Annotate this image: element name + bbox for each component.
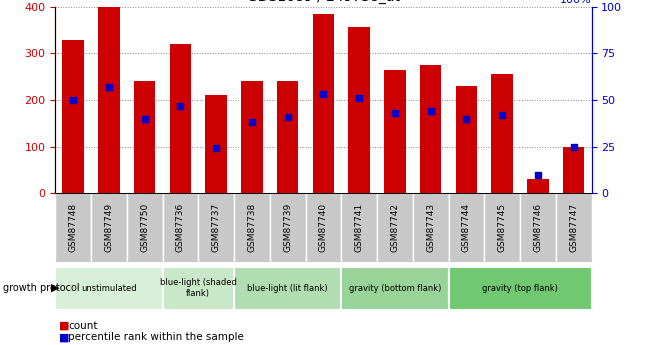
Text: unstimulated: unstimulated (81, 284, 136, 293)
Bar (306, 193, 341, 262)
Text: 100%: 100% (560, 0, 592, 5)
Point (211, 146, 221, 151)
Bar (348, 27, 370, 193)
Text: gravity (bottom flank): gravity (bottom flank) (348, 284, 441, 293)
Text: count: count (68, 321, 98, 331)
Text: GSM87746: GSM87746 (534, 203, 542, 252)
Bar (556, 193, 592, 262)
Point (533, 172, 543, 177)
Bar (384, 70, 406, 193)
Bar (377, 193, 413, 262)
Bar (520, 193, 556, 262)
Bar (55, 193, 91, 262)
Text: GSM87737: GSM87737 (212, 203, 220, 252)
Point (247, 120, 257, 125)
Bar (270, 193, 306, 262)
Text: GSM87740: GSM87740 (319, 203, 328, 252)
Bar (55, 267, 162, 309)
Text: blue-light (shaded
flank): blue-light (shaded flank) (160, 278, 237, 298)
Text: ■: ■ (58, 333, 69, 342)
Text: GSM87739: GSM87739 (283, 203, 292, 252)
Bar (162, 193, 198, 262)
Point (139, 116, 150, 121)
Bar (234, 267, 341, 309)
Text: GSM87748: GSM87748 (69, 203, 77, 252)
Bar (484, 193, 520, 262)
Bar (91, 193, 127, 262)
Point (104, 84, 114, 90)
Bar (98, 7, 120, 193)
Bar (241, 81, 263, 193)
Text: GSM87741: GSM87741 (355, 203, 363, 252)
Point (425, 108, 436, 114)
Text: ▶: ▶ (51, 283, 59, 293)
Bar (134, 81, 155, 193)
Title: GDS1689 / 249738_at: GDS1689 / 249738_at (247, 0, 400, 4)
Bar (448, 193, 484, 262)
Text: GSM87744: GSM87744 (462, 203, 471, 252)
Bar (491, 75, 513, 193)
Bar (277, 81, 298, 193)
Bar (62, 39, 84, 193)
Text: gravity (top flank): gravity (top flank) (482, 284, 558, 293)
Point (68, 97, 78, 103)
Text: GSM87736: GSM87736 (176, 203, 185, 252)
Bar (313, 14, 334, 193)
Bar (448, 267, 592, 309)
Point (462, 116, 472, 121)
Point (497, 112, 507, 118)
Point (568, 144, 578, 149)
Bar (563, 147, 584, 193)
Bar (341, 193, 377, 262)
Text: percentile rank within the sample: percentile rank within the sample (68, 333, 244, 342)
Point (318, 92, 328, 97)
Bar (456, 86, 477, 193)
Point (176, 103, 186, 108)
Bar (162, 267, 234, 309)
Text: GSM87750: GSM87750 (140, 203, 149, 252)
Point (390, 110, 400, 116)
Bar (413, 193, 448, 262)
Bar (234, 193, 270, 262)
Bar (527, 179, 549, 193)
Text: GSM87749: GSM87749 (105, 203, 113, 252)
Bar (420, 65, 441, 193)
Bar (205, 95, 227, 193)
Text: GSM87742: GSM87742 (391, 203, 399, 252)
Bar (198, 193, 234, 262)
Text: ■: ■ (58, 321, 69, 331)
Bar (341, 267, 448, 309)
Text: blue-light (lit flank): blue-light (lit flank) (247, 284, 328, 293)
Bar (170, 44, 191, 193)
Text: growth protocol: growth protocol (3, 283, 80, 293)
Text: GSM87745: GSM87745 (498, 203, 506, 252)
Point (354, 96, 364, 101)
Bar (127, 193, 162, 262)
Point (282, 114, 293, 120)
Text: GSM87743: GSM87743 (426, 203, 435, 252)
Text: GSM87747: GSM87747 (569, 203, 578, 252)
Text: GSM87738: GSM87738 (248, 203, 256, 252)
